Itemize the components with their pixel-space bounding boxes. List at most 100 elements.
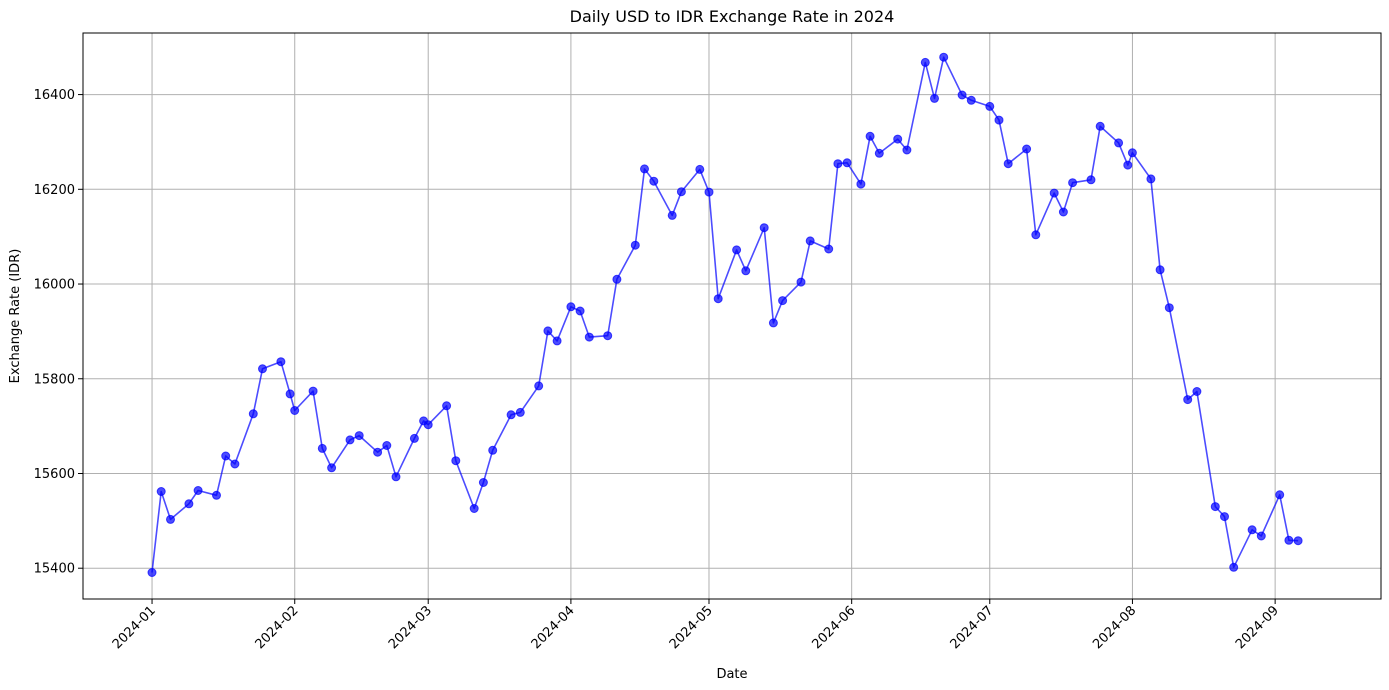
data-point <box>423 420 433 430</box>
data-point <box>1284 535 1294 545</box>
y-tick-label: 15800 <box>34 372 75 387</box>
data-point <box>276 357 286 367</box>
data-point <box>575 306 585 316</box>
data-point <box>920 57 930 67</box>
data-point <box>327 463 337 473</box>
data-point <box>1229 562 1239 572</box>
data-point <box>469 504 479 513</box>
data-point <box>409 433 419 443</box>
data-point <box>902 145 912 155</box>
data-point <box>345 435 355 445</box>
data-point <box>147 568 157 577</box>
data-point <box>382 441 392 450</box>
data-point <box>759 223 769 233</box>
data-point <box>566 302 576 312</box>
data-point <box>1003 159 1013 169</box>
data-point <box>695 164 705 174</box>
data-point <box>842 158 852 168</box>
data-point <box>354 431 364 441</box>
data-point <box>603 331 613 341</box>
data-point <box>212 490 221 500</box>
data-point <box>612 274 622 284</box>
y-axis-title: Exchange Rate (IDR) <box>8 249 23 384</box>
data-point <box>258 364 267 374</box>
x-tick-label: 2024-03 <box>386 603 435 652</box>
data-point <box>778 296 788 306</box>
data-point <box>317 443 327 453</box>
data-point <box>442 401 452 411</box>
data-point <box>451 456 461 466</box>
data-point <box>741 266 751 276</box>
data-point <box>630 240 640 250</box>
grid-lines <box>83 33 1381 599</box>
data-point <box>506 410 516 420</box>
x-tick-label: 2024-02 <box>253 603 302 652</box>
data-point <box>1031 230 1041 240</box>
data-point <box>768 318 778 328</box>
data-point <box>1183 395 1193 405</box>
data-point <box>1146 174 1156 184</box>
data-point <box>1247 525 1257 535</box>
x-tick-label: 2024-08 <box>1090 603 1139 652</box>
data-point <box>290 406 300 415</box>
data-point <box>1114 138 1124 148</box>
y-tick-label: 16000 <box>34 278 75 293</box>
data-point <box>534 381 544 391</box>
data-point <box>939 52 949 62</box>
data-point <box>1058 207 1068 217</box>
data-point <box>732 245 742 255</box>
data-point <box>985 101 995 111</box>
data-point <box>930 93 939 103</box>
data-point <box>221 451 231 461</box>
y-tick-label: 15600 <box>34 467 75 482</box>
data-point <box>230 459 240 469</box>
chart-title: Daily USD to IDR Exchange Rate in 2024 <box>570 7 895 26</box>
data-point <box>1068 178 1078 188</box>
data-point <box>515 407 525 417</box>
data-point <box>1022 144 1032 154</box>
data-point <box>865 131 875 141</box>
data-point <box>713 294 723 304</box>
data-point <box>796 277 806 287</box>
series-layer <box>147 52 1303 577</box>
y-tick-label: 16400 <box>34 88 75 103</box>
data-point <box>285 389 295 399</box>
data-point <box>488 445 498 455</box>
data-point <box>640 164 649 174</box>
data-point <box>1049 188 1059 198</box>
data-point <box>994 115 1004 125</box>
x-tick-label: 2024-05 <box>667 603 716 652</box>
x-tick-label: 2024-04 <box>529 603 578 652</box>
data-point <box>704 187 714 197</box>
data-point <box>1210 502 1220 512</box>
data-point <box>1086 175 1096 185</box>
data-point <box>676 187 686 197</box>
data-point <box>824 244 834 254</box>
data-point <box>1095 121 1105 131</box>
x-tick-label: 2024-06 <box>809 603 858 652</box>
data-point <box>584 332 594 342</box>
data-point <box>308 386 318 396</box>
x-tick-label: 2024-09 <box>1233 603 1282 652</box>
data-point <box>193 486 203 495</box>
data-point <box>1155 265 1165 275</box>
data-point <box>957 90 967 100</box>
data-point <box>805 236 815 246</box>
data-point <box>1220 512 1229 522</box>
y-tick-label: 15400 <box>34 562 75 577</box>
data-point <box>649 176 659 186</box>
data-point <box>893 134 903 144</box>
data-point <box>966 95 976 105</box>
data-point <box>1164 303 1174 313</box>
data-point <box>1275 490 1285 500</box>
data-point <box>248 409 258 419</box>
y-tick-label: 16200 <box>34 183 75 198</box>
data-point <box>373 447 383 457</box>
ticks: 2024-01 2024-02 2024-03 2024-04 2024-05 2024-… <box>34 88 1282 652</box>
data-point <box>543 326 553 336</box>
data-point <box>856 179 866 189</box>
data-point <box>874 148 884 158</box>
plot-frame <box>82 32 1382 600</box>
